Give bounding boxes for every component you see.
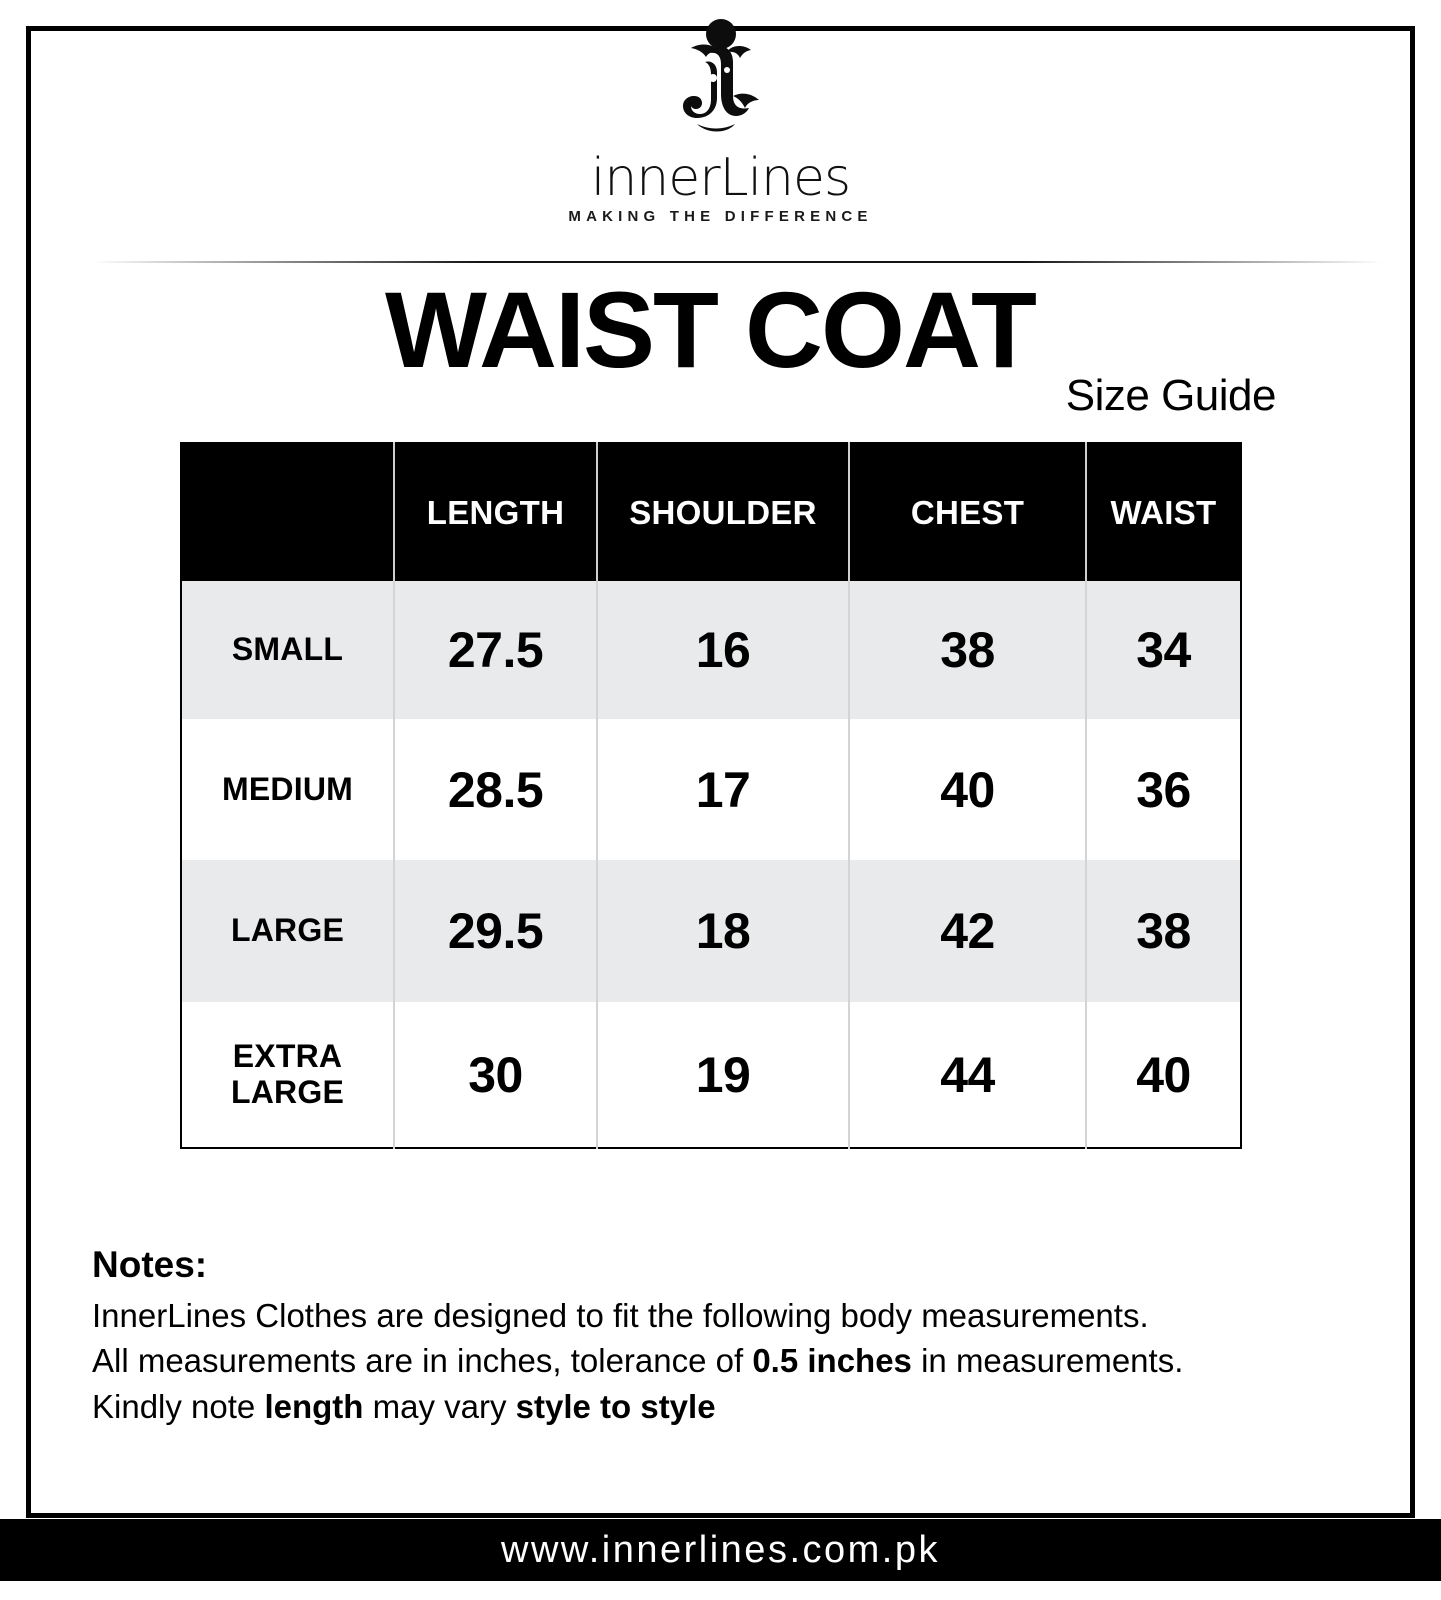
page-title: WAIST COAT bbox=[385, 269, 1037, 390]
table-row: SMALL 27.5 16 38 34 bbox=[181, 581, 1241, 719]
cell-shoulder-small: 16 bbox=[597, 581, 850, 719]
notes-line-3-text-c: may vary bbox=[363, 1387, 516, 1425]
cell-waist-medium: 36 bbox=[1086, 719, 1241, 860]
column-header-chest: CHEST bbox=[849, 443, 1087, 581]
column-header-shoulder: SHOULDER bbox=[597, 443, 850, 581]
cell-size-medium: MEDIUM bbox=[181, 719, 395, 860]
brand-tagline: MAKING THE DIFFERENCE bbox=[568, 208, 873, 225]
cell-size-large: LARGE bbox=[181, 860, 395, 1002]
cell-length-extra-large: 30 bbox=[394, 1002, 598, 1148]
notes-line-3-text-a: Kindly note bbox=[92, 1387, 265, 1425]
notes-line-1: InnerLines Clothes are designed to fit t… bbox=[92, 1296, 1149, 1334]
brand-wordmark: innerLines bbox=[590, 148, 851, 208]
notes-line-2-text-a: All measurements are in inches, toleranc… bbox=[92, 1342, 753, 1380]
size-chart-table: LENGTH SHOULDER CHEST WAIST SMALL 27.5 1… bbox=[180, 442, 1242, 1149]
cell-chest-small: 38 bbox=[849, 581, 1087, 719]
page-subtitle: Size Guide bbox=[1065, 371, 1277, 420]
notes-section: Notes: InnerLines Clothes are designed t… bbox=[92, 1243, 1342, 1429]
column-header-length: LENGTH bbox=[394, 443, 598, 581]
cell-waist-extra-large: 40 bbox=[1086, 1002, 1241, 1148]
cell-waist-large: 38 bbox=[1086, 860, 1241, 1002]
header-divider-rule bbox=[92, 261, 1382, 263]
title-block: WAIST COAT bbox=[180, 269, 1240, 390]
brand-logo-block: innerLines MAKING THE DIFFERENCE bbox=[0, 18, 1441, 224]
cell-shoulder-large: 18 bbox=[597, 860, 850, 1002]
column-header-size bbox=[181, 443, 395, 581]
cell-length-medium: 28.5 bbox=[394, 719, 598, 860]
table-row: EXTRA LARGE 30 19 44 40 bbox=[181, 1002, 1241, 1148]
column-header-waist: WAIST bbox=[1086, 443, 1241, 581]
notes-style-emphasis: style to style bbox=[515, 1387, 716, 1425]
cell-shoulder-medium: 17 bbox=[597, 719, 850, 860]
cell-length-large: 29.5 bbox=[394, 860, 598, 1002]
notes-line-2-text-c: in measurements. bbox=[911, 1342, 1184, 1380]
cell-waist-small: 34 bbox=[1086, 581, 1241, 719]
table-row: MEDIUM 28.5 17 40 36 bbox=[181, 719, 1241, 860]
cell-shoulder-extra-large: 19 bbox=[597, 1002, 850, 1148]
notes-line-3: Kindly note length may vary style to sty… bbox=[92, 1384, 1342, 1430]
table-body: SMALL 27.5 16 38 34 MEDIUM 28.5 17 40 36… bbox=[181, 581, 1241, 1148]
cell-size-extra-large: EXTRA LARGE bbox=[181, 1002, 395, 1148]
website-url[interactable]: www.innerlines.com.pk bbox=[501, 1529, 940, 1571]
cell-chest-medium: 40 bbox=[849, 719, 1087, 860]
size-label-line-1: EXTRA bbox=[232, 1037, 343, 1074]
table-head: LENGTH SHOULDER CHEST WAIST bbox=[181, 443, 1241, 581]
notes-length-emphasis: length bbox=[264, 1387, 364, 1425]
cell-chest-large: 42 bbox=[849, 860, 1087, 1002]
notes-tolerance-value: 0.5 inches bbox=[752, 1342, 912, 1380]
notes-line-2: All measurements are in inches, toleranc… bbox=[92, 1338, 1342, 1384]
cell-size-small: SMALL bbox=[181, 581, 395, 719]
cell-chest-extra-large: 44 bbox=[849, 1002, 1087, 1148]
footer-bar: www.innerlines.com.pk bbox=[0, 1519, 1441, 1581]
cell-length-small: 27.5 bbox=[394, 581, 598, 719]
notes-heading: Notes: bbox=[92, 1244, 208, 1285]
table-header-row: LENGTH SHOULDER CHEST WAIST bbox=[181, 443, 1241, 581]
table-row: LARGE 29.5 18 42 38 bbox=[181, 860, 1241, 1002]
ornate-gothic-l-monogram-icon bbox=[682, 19, 759, 132]
size-label-line-2: LARGE bbox=[231, 1073, 344, 1110]
